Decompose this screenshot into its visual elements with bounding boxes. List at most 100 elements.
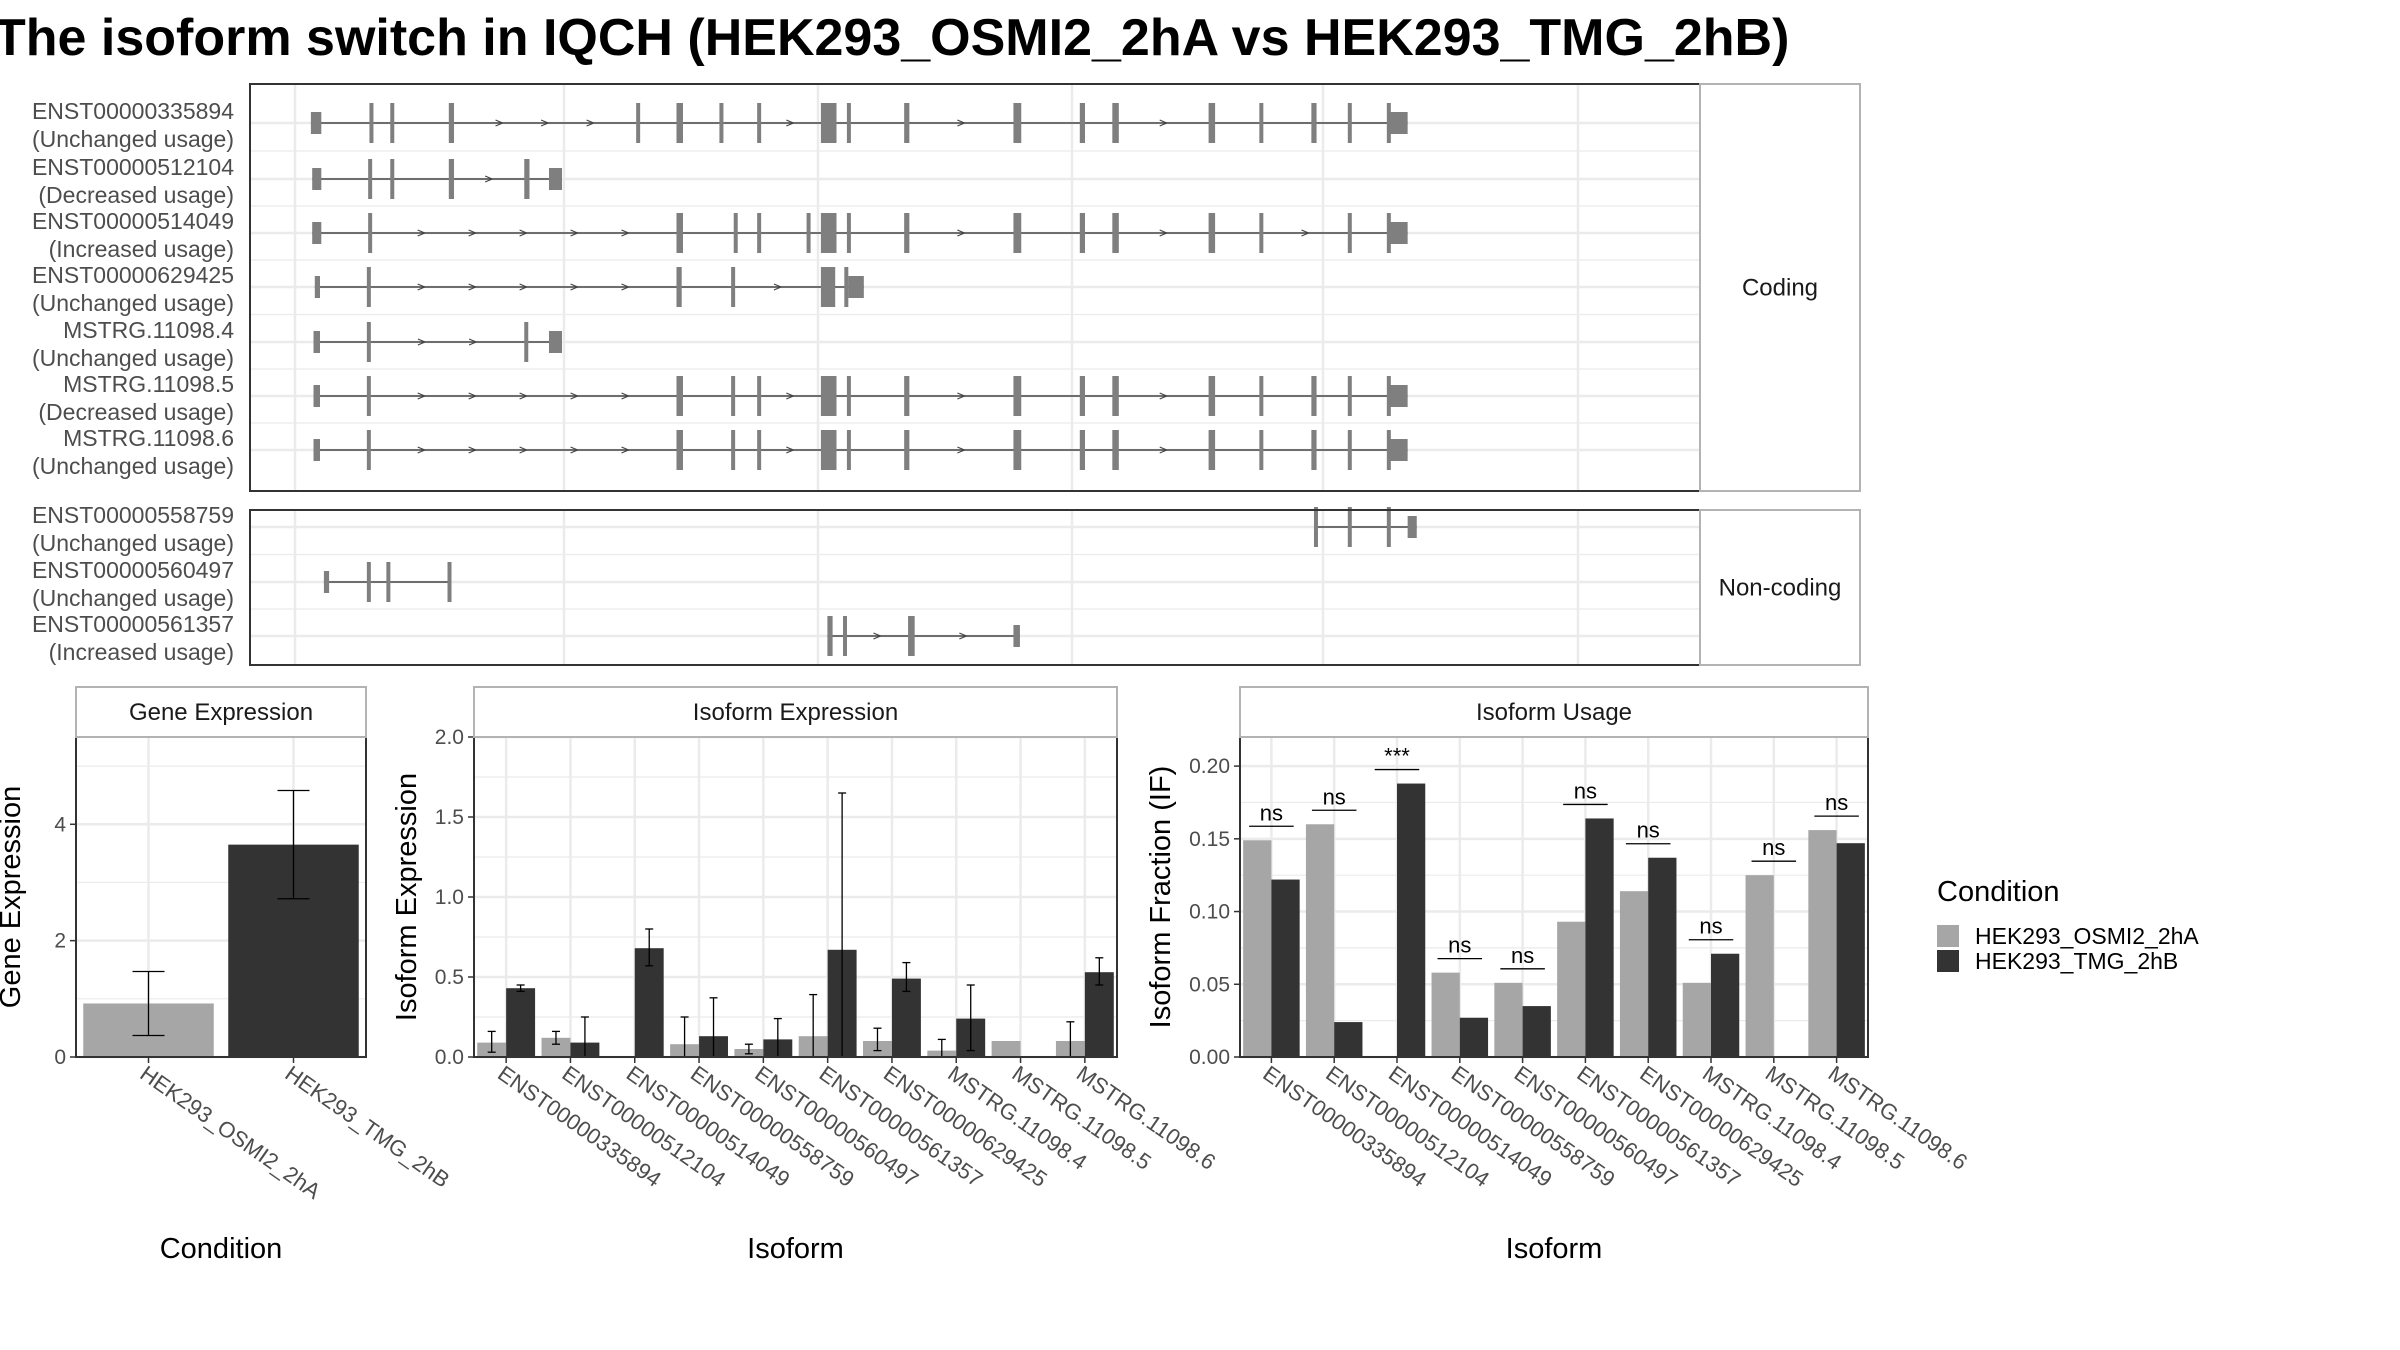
exon-block	[731, 267, 736, 307]
y-tick-label: 0.20	[1189, 755, 1230, 778]
exon-block	[904, 376, 910, 416]
isoform-expression-panel: 0.00.51.01.52.0ENST00000335894ENST000005…	[391, 686, 1220, 1265]
direction-arrow	[873, 632, 883, 640]
exon-block	[1079, 103, 1085, 143]
direction-arrow	[570, 446, 580, 454]
x-axis-title: Isoform	[747, 1233, 844, 1265]
direction-arrow	[468, 283, 478, 291]
significance-label: ns	[1574, 778, 1597, 803]
y-tick-label: 0.00	[1189, 1046, 1230, 1069]
significance-label: ns	[1448, 933, 1471, 958]
direction-arrow	[417, 446, 427, 454]
exon-block	[820, 430, 837, 470]
legend-swatch	[1937, 925, 1959, 947]
exon-block	[312, 222, 322, 244]
legend-title: Condition	[1937, 876, 2060, 908]
significance-label: ns	[1323, 784, 1346, 809]
x-axis-title: Condition	[160, 1233, 283, 1265]
transcript-id-label: ENST00000558759	[32, 502, 234, 528]
exon-block	[1079, 430, 1085, 470]
bar	[1711, 953, 1740, 1057]
y-tick-label: 0.0	[435, 1046, 464, 1069]
exon-block	[366, 430, 371, 470]
exon-block	[1259, 376, 1264, 416]
bar	[1305, 824, 1335, 1057]
exon-block	[676, 213, 683, 253]
bar	[1271, 879, 1300, 1057]
exon-block	[1112, 213, 1119, 253]
facet-strip-label: Non-coding	[1719, 575, 1842, 602]
significance-label: ns	[1699, 914, 1722, 939]
direction-arrow	[540, 119, 550, 127]
exon-block	[1079, 213, 1085, 253]
bar	[1836, 843, 1865, 1057]
transcript-id-label: MSTRG.11098.6	[63, 425, 234, 451]
exon-block	[1259, 103, 1264, 143]
exon-block	[846, 213, 851, 253]
y-tick-label: 2	[54, 930, 66, 953]
exon-block	[1386, 430, 1391, 470]
exon-block	[386, 562, 391, 602]
y-tick-label: 0.05	[1189, 973, 1230, 996]
exon-block	[1386, 213, 1391, 253]
direction-arrow	[786, 119, 795, 127]
exon-block	[1013, 103, 1022, 143]
exon-block	[1347, 213, 1352, 253]
exon-block	[1208, 103, 1216, 143]
exon-block	[731, 430, 736, 470]
direction-arrow	[621, 283, 631, 291]
y-tick-label: 2.0	[435, 726, 464, 749]
exon-block	[1208, 213, 1216, 253]
exon-block	[448, 103, 455, 143]
direction-arrow	[1159, 446, 1169, 454]
exon-block	[366, 562, 371, 602]
exon-block	[390, 159, 395, 199]
exon-block	[448, 159, 455, 199]
facet-strip	[473, 686, 1118, 738]
direction-arrow	[957, 392, 966, 400]
exon-block	[1311, 430, 1317, 470]
exon-block	[1347, 103, 1352, 143]
exon-block	[1013, 376, 1022, 416]
direction-arrow	[957, 119, 966, 127]
exon-block	[731, 376, 736, 416]
direction-arrow	[957, 446, 966, 454]
exon-block	[733, 213, 738, 253]
exon-block	[1347, 376, 1352, 416]
exon-block	[1407, 516, 1417, 538]
transcript-id-label: MSTRG.11098.4	[63, 317, 234, 343]
significance-label: ns	[1825, 790, 1848, 815]
exon-block	[1013, 213, 1022, 253]
facet-strip	[1699, 509, 1861, 666]
exon-block	[368, 159, 373, 199]
exon-block	[366, 322, 371, 362]
exon-block	[904, 103, 910, 143]
exon-block	[548, 331, 562, 353]
bar	[1522, 1006, 1551, 1057]
exon-block	[848, 276, 864, 298]
bar	[1619, 891, 1649, 1057]
exon-block	[676, 103, 683, 143]
exon-block	[1311, 376, 1317, 416]
exon-block	[676, 267, 682, 307]
facet-strip	[75, 686, 367, 738]
direction-arrow	[468, 229, 478, 237]
x-axis-title: Isoform	[1506, 1233, 1603, 1265]
exon-block	[1386, 103, 1391, 143]
exon-block	[312, 168, 322, 190]
transcript-usage-label: (Decreased usage)	[38, 399, 234, 425]
exon-block	[1347, 507, 1352, 547]
exon-block	[1079, 376, 1085, 416]
exon-block	[820, 376, 837, 416]
exon-block	[447, 562, 452, 602]
exon-block	[524, 322, 529, 362]
exon-block	[676, 430, 683, 470]
panel-title: Gene Expression	[129, 699, 313, 726]
direction-arrow	[773, 283, 783, 291]
bar	[1397, 783, 1426, 1057]
facet-strip-label: Coding	[1742, 275, 1818, 302]
bar	[1431, 972, 1460, 1057]
direction-arrow	[1159, 119, 1169, 127]
y-axis-title: Isoform Expression	[391, 773, 423, 1021]
direction-arrow	[586, 119, 596, 127]
